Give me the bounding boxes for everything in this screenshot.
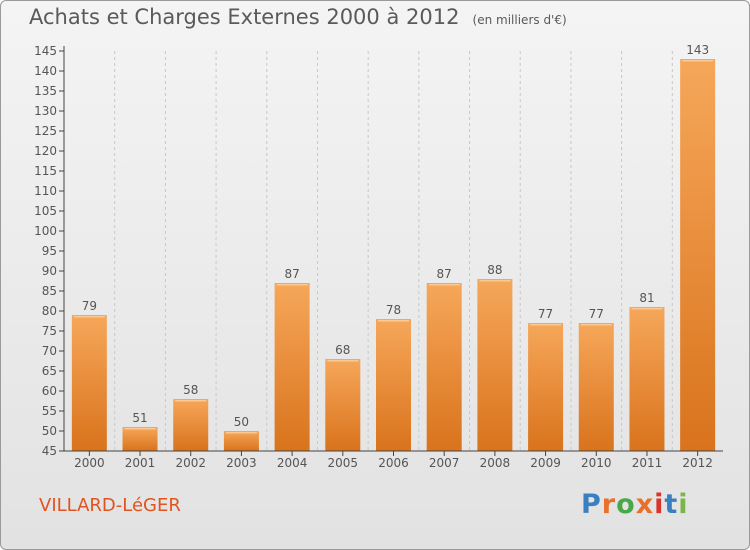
- bar-2001: [122, 427, 158, 451]
- y-tick-label: 70: [42, 344, 57, 358]
- bar-2000: [71, 315, 107, 451]
- bar-highlight: [73, 316, 105, 318]
- y-tick-label: 145: [34, 44, 57, 58]
- chart-unit: (en milliers d'€): [472, 13, 567, 27]
- bars: [71, 59, 716, 451]
- y-tick-label: 45: [42, 444, 57, 458]
- x-tick-label: 2004: [277, 456, 308, 470]
- value-label: 51: [132, 411, 147, 425]
- logo-letter: o: [616, 489, 636, 520]
- bar-highlight: [378, 320, 409, 322]
- axes: [59, 46, 723, 456]
- chart-title-block: Achats et Charges Externes 2000 à 2012 (…: [29, 5, 567, 29]
- logo-letter: t: [664, 489, 679, 520]
- logo-letter: i: [654, 489, 665, 520]
- logo-letter: r: [601, 489, 617, 520]
- bar-highlight: [327, 360, 359, 362]
- bar-highlight: [428, 284, 460, 286]
- y-tick-label: 50: [42, 424, 57, 438]
- labels: 45 50 55 60 65 70 75 80 85 90 95 100 105 110 115 120 125…: [34, 43, 713, 470]
- x-tick-label: 2000: [74, 456, 105, 470]
- y-tick-label: 120: [34, 144, 57, 158]
- chart-title: Achats et Charges Externes 2000 à 2012: [29, 5, 460, 29]
- x-tick-label: 2011: [632, 456, 663, 470]
- x-tick-label: 2007: [429, 456, 460, 470]
- x-tick-label: 2009: [530, 456, 561, 470]
- y-tick-label: 75: [42, 324, 57, 338]
- x-tick-label: 2008: [480, 456, 511, 470]
- y-tick-label: 85: [42, 284, 57, 298]
- x-tick-label: 2005: [328, 456, 359, 470]
- value-label: 81: [639, 291, 654, 305]
- x-tick-label: 2001: [125, 456, 156, 470]
- value-label: 88: [487, 263, 502, 277]
- bar-2012: [680, 59, 716, 451]
- y-tick-label: 90: [42, 264, 57, 278]
- bar-highlight: [530, 324, 562, 326]
- bar-2006: [376, 319, 411, 451]
- bar-2011: [629, 307, 665, 451]
- bar-highlight: [225, 432, 257, 434]
- value-label: 87: [284, 267, 299, 281]
- bar-2002: [173, 399, 209, 451]
- bar-highlight: [682, 60, 714, 62]
- value-label: 79: [82, 299, 97, 313]
- y-tick-label: 65: [42, 364, 57, 378]
- x-tick-label: 2002: [175, 456, 206, 470]
- x-tick-label: 2010: [581, 456, 612, 470]
- y-tick-label: 125: [34, 124, 57, 138]
- bar-highlight: [580, 324, 612, 326]
- bar-highlight: [175, 400, 207, 402]
- value-label: 143: [686, 43, 709, 57]
- bar-2010: [578, 323, 614, 451]
- y-tick-label: 60: [42, 384, 57, 398]
- commune-name: VILLARD-LéGER: [39, 495, 181, 516]
- bar-2009: [528, 323, 564, 451]
- y-tick-label: 100: [34, 224, 57, 238]
- bar-highlight: [276, 284, 308, 286]
- x-tick-label: 2012: [682, 456, 713, 470]
- bar-2007: [426, 283, 462, 451]
- y-tick-label: 55: [42, 404, 57, 418]
- y-tick-label: 110: [34, 184, 57, 198]
- logo-letter: x: [635, 489, 655, 520]
- value-label: 50: [234, 415, 249, 429]
- y-tick-label: 95: [42, 244, 57, 258]
- bar-highlight: [631, 308, 663, 310]
- logo-letter: i: [678, 489, 689, 520]
- y-tick-label: 105: [34, 204, 57, 218]
- x-tick-label: 2006: [378, 456, 409, 470]
- y-tick-label: 135: [34, 84, 57, 98]
- logo-letter: P: [581, 489, 602, 520]
- bar-highlight: [479, 280, 511, 282]
- value-label: 58: [183, 383, 198, 397]
- y-tick-label: 130: [34, 104, 57, 118]
- grid-lines: [114, 51, 673, 451]
- value-label: 68: [335, 343, 350, 357]
- bar-2005: [325, 359, 361, 451]
- value-label: 77: [589, 307, 604, 321]
- bar-2004: [274, 283, 310, 451]
- bar-2003: [223, 431, 259, 451]
- proxiti-logo: Proxiti: [581, 489, 689, 520]
- value-label: 77: [538, 307, 553, 321]
- y-tick-label: 115: [34, 164, 57, 178]
- y-tick-label: 80: [42, 304, 57, 318]
- value-label: 78: [386, 303, 401, 317]
- x-tick-label: 2003: [226, 456, 257, 470]
- bar-2008: [477, 279, 513, 451]
- y-tick-label: 140: [34, 64, 57, 78]
- value-label: 87: [437, 267, 452, 281]
- bar-highlight: [124, 428, 156, 430]
